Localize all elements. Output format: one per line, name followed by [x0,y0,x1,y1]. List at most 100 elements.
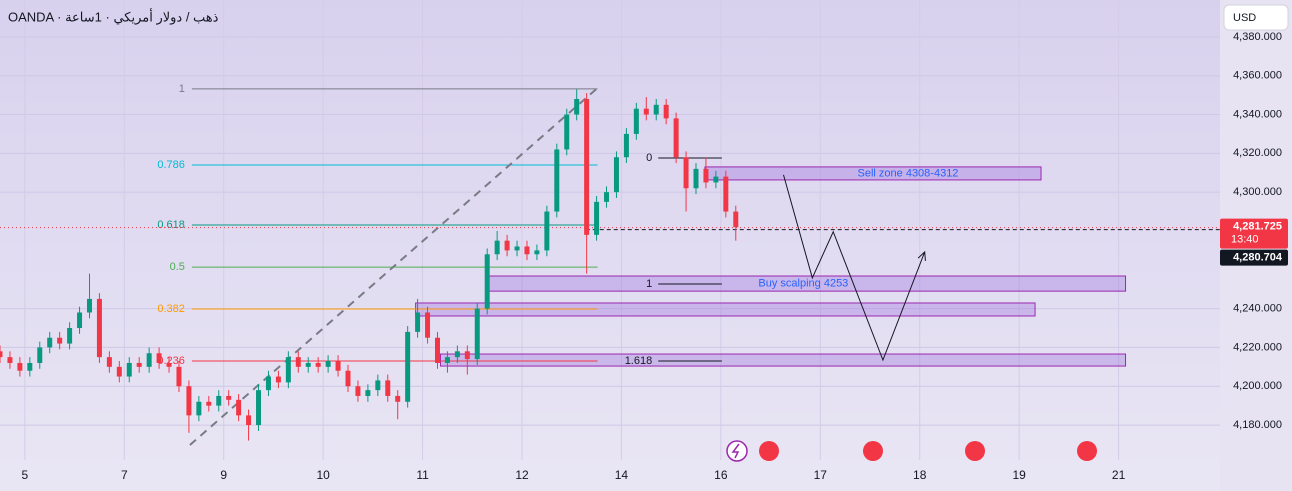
candle-body [375,380,381,391]
candle-body [653,104,659,115]
currency-button[interactable] [1223,4,1289,31]
candle-body [604,192,610,202]
candle-body [256,390,262,426]
candle-body [683,157,689,189]
candle-body [633,108,639,134]
fib-label: 1 [646,278,652,290]
candle-body [405,331,411,402]
y-tick-label: 4,360.000 [1233,70,1282,82]
candle-body [345,370,351,387]
candle-body [504,240,510,251]
y-tick-label: 4,220.000 [1233,341,1282,353]
candle-body [246,415,252,426]
x-tick-label: 11 [416,468,429,482]
candle-body [206,401,212,406]
x-tick-label: 5 [22,468,29,482]
candle-body [693,168,699,189]
candle-body [524,246,530,255]
candle-body [27,362,33,371]
candle-body [136,362,142,367]
candle-body [156,353,162,363]
x-tick-label: 7 [121,468,128,482]
countdown-label: 13:40 [1231,234,1259,246]
fib-label: 0.786 [157,159,185,171]
candle-body [623,133,629,158]
candle-body [236,399,242,416]
y-tick-label: 4,200.000 [1233,380,1282,392]
candle-body [514,246,520,251]
candle-body [395,395,401,402]
trend-line [189,87,599,446]
candle-body [385,380,391,396]
x-tick-label: 14 [615,468,629,482]
candle-body [703,168,709,183]
candle-body [325,361,331,367]
candle-body [564,114,570,150]
candle-body [57,337,63,344]
candle-body [723,176,729,212]
candle-body [474,308,480,360]
candle-body [37,347,43,363]
y-tick-label: 4,380.000 [1233,31,1282,43]
candle-body [196,401,202,416]
candle-body [315,362,321,367]
x-tick-label: 19 [1012,468,1026,482]
zone-label: Sell zone 4308-4312 [858,167,959,179]
candle-body [554,149,560,212]
candle-body [86,298,92,313]
candle-body [434,337,440,363]
candle-body [166,362,172,367]
candle-body [96,298,102,358]
y-tick-label: 4,180.000 [1233,419,1282,431]
candle-body [713,176,719,183]
candle-body [67,328,73,344]
fib-label: 0.236 [157,355,185,367]
arrow-head [917,250,926,261]
candle-body [454,351,460,358]
x-tick-label: 10 [316,468,330,482]
candle-body [176,366,182,387]
last-price-label: 4,281.725 [1233,221,1282,233]
candle-body [584,98,590,235]
candle-body [425,312,431,338]
candle-body [0,351,3,358]
fib-label: 1.618 [625,355,653,367]
candle-body [673,118,679,158]
x-tick-label: 12 [515,468,529,482]
y-tick-label: 4,300.000 [1233,186,1282,198]
x-tick-label: 17 [814,468,828,482]
candle-body [216,395,222,406]
candle-body [613,157,619,193]
x-tick-label: 9 [220,468,227,482]
zone-label: Buy scalping 4253 [758,277,848,289]
fib-label: 0.618 [157,219,185,231]
y-tick-label: 4,240.000 [1233,303,1282,315]
bid-price-tag [1220,249,1288,266]
fib-label: 0 [646,152,652,164]
candle-body [534,250,540,255]
candle-body [295,357,301,367]
x-tick-label: 21 [1112,468,1126,482]
fib-label: 1 [179,83,185,95]
candle-body [355,386,361,396]
x-tick-label: 16 [714,468,728,482]
candle-body [444,357,450,363]
y-tick-label: 4,340.000 [1233,108,1282,120]
candle-body [733,211,739,228]
candle-body [365,390,371,396]
candle-body [285,357,291,383]
candle-body [275,376,281,383]
candle-body [7,357,13,363]
candle-body [146,353,152,367]
fib-label: 0.382 [157,303,185,315]
candle-body [226,395,232,400]
event-icons [726,440,1097,462]
candle-body [415,312,421,332]
candle-body [116,366,122,377]
y-tick-label: 4,320.000 [1233,147,1282,159]
candle-body [594,201,600,235]
candle-body [265,376,271,391]
